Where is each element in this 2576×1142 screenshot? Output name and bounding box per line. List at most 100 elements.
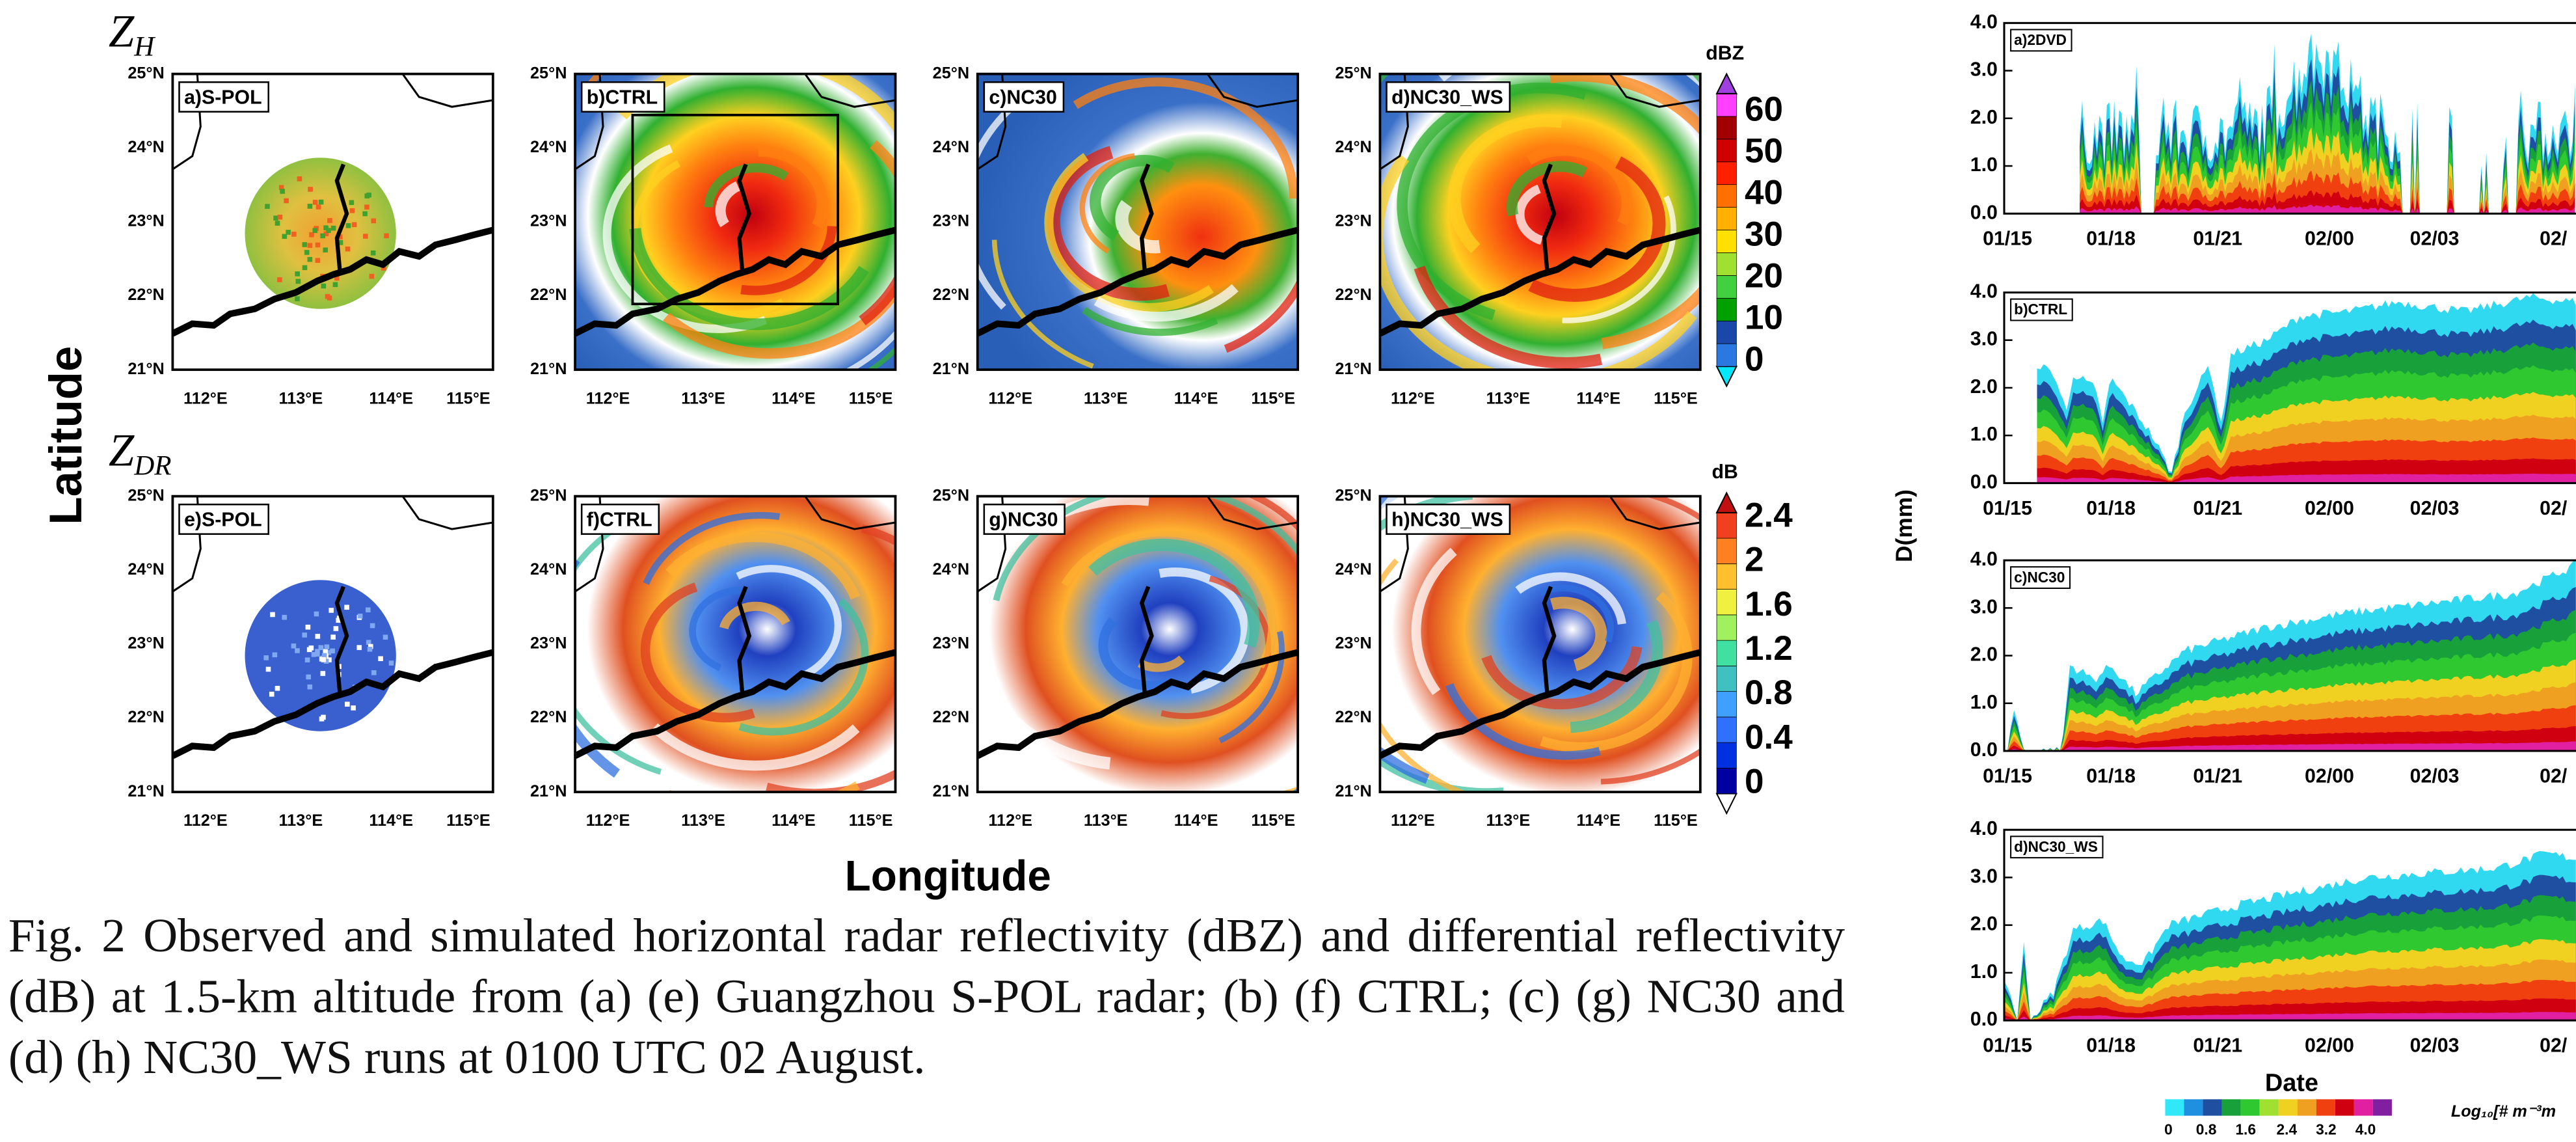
colorbar-segment bbox=[1716, 768, 1737, 795]
swirl-band bbox=[1047, 146, 1170, 301]
lat-tick-label: 21°N bbox=[530, 360, 567, 378]
lon-tick-label: 112°E bbox=[988, 811, 1032, 830]
row-subscript: DR bbox=[133, 451, 171, 482]
colorbar-unit: dB bbox=[1712, 461, 1738, 483]
lat-tick-label: 24°N bbox=[530, 560, 567, 578]
radar-speckle bbox=[272, 652, 278, 658]
x-tick-label: 01/18 bbox=[2086, 498, 2136, 519]
x-tick-label: 02/ bbox=[2540, 228, 2568, 250]
radar-speckle bbox=[265, 204, 270, 209]
x-tick-label: 01/21 bbox=[2193, 498, 2242, 519]
swirl-band bbox=[1093, 284, 1239, 322]
radar-speckle bbox=[344, 605, 349, 610]
swirl-band bbox=[1562, 195, 1676, 323]
x-tick-label: 01/21 bbox=[2193, 765, 2242, 787]
lat-tick-label: 23°N bbox=[127, 212, 164, 230]
swirl-band bbox=[715, 181, 740, 228]
panel-label-box bbox=[1386, 503, 1511, 535]
colorbar-end bbox=[1715, 366, 1738, 388]
legend-label: Log₁₀[# m⁻³m bbox=[2451, 1102, 2556, 1121]
legend-swatch bbox=[2278, 1099, 2298, 1116]
river bbox=[334, 586, 349, 697]
lon-tick-label: 114°E bbox=[1576, 389, 1620, 407]
dsd-area bbox=[2007, 560, 2576, 752]
map-area bbox=[977, 496, 1298, 793]
panel-label: b)CTRL bbox=[2014, 301, 2067, 318]
radar-speckle bbox=[315, 204, 321, 210]
lon-tick-label: 112°E bbox=[183, 389, 228, 407]
lat-tick-label: 25°N bbox=[1335, 486, 1371, 504]
colorbar-tick-label: 40 bbox=[1745, 174, 1783, 212]
lon-tick-label: 112°E bbox=[183, 811, 228, 830]
field bbox=[977, 74, 1298, 370]
radar-speckle bbox=[363, 234, 368, 239]
colorbar-end bbox=[1715, 793, 1738, 815]
radar-speckle bbox=[319, 716, 325, 722]
y-tick-label: 0.0 bbox=[1970, 471, 1998, 493]
panel-label-box bbox=[2010, 298, 2073, 321]
y-tick-label: 4.0 bbox=[1970, 11, 1998, 33]
lon-tick-label: 113°E bbox=[1486, 811, 1531, 830]
radar-speckle bbox=[304, 657, 310, 662]
swirl-band bbox=[1525, 144, 1633, 226]
radar-speckle bbox=[314, 651, 320, 657]
colorbar-segment bbox=[1716, 320, 1737, 344]
radar-speckle bbox=[321, 657, 327, 662]
lon-tick-label: 115°E bbox=[446, 811, 490, 830]
x-tick-label: 02/03 bbox=[2410, 498, 2460, 519]
lat-tick-label: 23°N bbox=[1335, 634, 1371, 653]
lat-tick-label: 25°N bbox=[127, 486, 164, 504]
lon-tick-label: 112°E bbox=[586, 811, 630, 830]
lon-tick-label: 113°E bbox=[1486, 389, 1531, 407]
radar-speckle bbox=[295, 296, 300, 301]
map-area bbox=[977, 74, 1298, 370]
y-tick-label: 2.0 bbox=[1970, 376, 1998, 398]
lat-tick-label: 22°N bbox=[933, 708, 969, 726]
swirl-band bbox=[1550, 74, 1700, 349]
colorbar-segment bbox=[1716, 184, 1737, 208]
x-tick-label: 01/21 bbox=[2193, 1035, 2242, 1057]
lon-tick-label: 114°E bbox=[369, 389, 413, 407]
y-tick-label: 0.0 bbox=[1970, 739, 1998, 761]
panel-label-box bbox=[2010, 29, 2073, 52]
swirl-band bbox=[617, 74, 896, 134]
swirl-band bbox=[1570, 619, 1663, 733]
legend-swatch bbox=[2316, 1099, 2335, 1116]
radar-speckle bbox=[308, 187, 313, 192]
radar-speckle bbox=[321, 283, 327, 289]
y-tick-label: 3.0 bbox=[1970, 329, 1998, 350]
x-tick-label: 01/15 bbox=[1983, 1035, 2032, 1057]
swirl-band bbox=[991, 239, 1094, 369]
radar-speckle bbox=[265, 666, 271, 672]
radar-speckle bbox=[315, 258, 321, 263]
lat-tick-label: 23°N bbox=[933, 634, 969, 653]
border bbox=[401, 496, 493, 530]
river bbox=[1139, 586, 1154, 697]
swirl-band bbox=[1115, 200, 1161, 254]
radar-speckle bbox=[384, 233, 389, 239]
lon-tick-label: 112°E bbox=[1391, 811, 1435, 830]
legend-tick-label: 4.0 bbox=[2355, 1121, 2376, 1137]
panel-label: a)S-POL bbox=[184, 87, 262, 109]
y-tick-label: 0.0 bbox=[1970, 1009, 1998, 1030]
radar-speckle bbox=[275, 686, 280, 691]
swirl-band bbox=[1515, 572, 1626, 625]
panel-label: g)NC30 bbox=[989, 509, 1058, 530]
lat-tick-label: 23°N bbox=[530, 634, 567, 653]
colorbar-tick-label: 0 bbox=[1745, 763, 1764, 801]
lat-tick-label: 21°N bbox=[1335, 782, 1371, 800]
colorbar-segment bbox=[1716, 275, 1737, 299]
radar-speckle bbox=[291, 232, 297, 237]
swirl-band bbox=[665, 532, 861, 600]
lat-tick-label: 24°N bbox=[127, 560, 164, 578]
swirl-band bbox=[1481, 646, 1643, 710]
radar-speckle bbox=[332, 282, 338, 288]
radar-speckle bbox=[366, 640, 371, 645]
radar-speckle bbox=[351, 222, 357, 228]
x-tick-label: 01/21 bbox=[2193, 228, 2242, 250]
radar-speckle bbox=[312, 228, 318, 234]
colorbar-tick-label: 10 bbox=[1745, 299, 1783, 337]
colorbar-tick-label: 1.6 bbox=[1745, 585, 1793, 623]
radar-speckle bbox=[333, 626, 339, 631]
swirl-band bbox=[1550, 597, 1607, 672]
